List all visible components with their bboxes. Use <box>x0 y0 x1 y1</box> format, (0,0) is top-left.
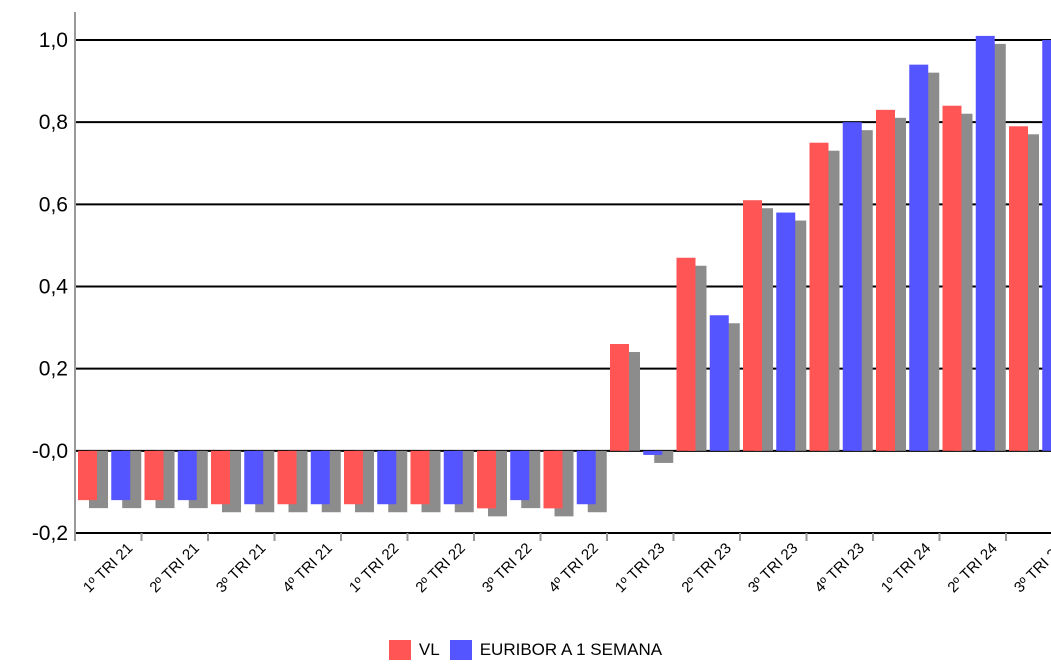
y-tick-label: 0,4 <box>39 276 69 299</box>
legend-item-euribor: EURIBOR A 1 SEMANA <box>449 640 663 660</box>
bar-euribor <box>443 450 463 505</box>
bar-euribor <box>643 450 663 455</box>
x-tick-label: 1º TRI 24 <box>878 540 934 596</box>
bar-vl <box>144 450 164 501</box>
bar-euribor <box>510 450 530 501</box>
bar-euribor <box>909 64 929 451</box>
bar-euribor <box>975 35 995 451</box>
legend-label-euribor: EURIBOR A 1 SEMANA <box>479 640 663 659</box>
legend-item-vl: VL <box>388 640 440 660</box>
bar-euribor <box>576 450 596 505</box>
x-tick-label: 4º TRI 22 <box>545 540 601 596</box>
x-tick-label: 4º TRI 21 <box>279 540 335 596</box>
bar-vl <box>610 344 629 451</box>
bar-euribor <box>177 450 197 501</box>
legend-swatch-vl <box>388 640 411 660</box>
bar-vl <box>410 450 430 505</box>
x-tick-label: 2º TRI 22 <box>412 540 468 596</box>
y-tick-label: 0,6 <box>39 193 68 216</box>
x-tick-label: 2º TRI 23 <box>678 540 734 596</box>
x-tick-label: 1º TRI 23 <box>612 540 668 596</box>
bars <box>78 35 1051 509</box>
legend-swatch-euribor <box>449 640 472 660</box>
bar-vl <box>211 450 230 505</box>
x-tick-label: 3º TRI 21 <box>213 540 269 596</box>
bar-shadows <box>89 43 1039 517</box>
bar-euribor <box>842 122 862 451</box>
bar-vl <box>277 450 297 505</box>
bar-euribor <box>776 212 796 451</box>
x-tick-label: 1º TRI 21 <box>80 540 136 596</box>
legend: VL EURIBOR A 1 SEMANA <box>0 640 1051 660</box>
bar-vl <box>942 105 962 451</box>
x-tick-label: 3º TRI 22 <box>479 540 535 596</box>
bar-vl <box>543 450 563 509</box>
bar-vl <box>876 109 895 451</box>
x-tick-label: 3º TRI 24 <box>1011 540 1051 596</box>
bar-vl <box>344 450 363 505</box>
legend-label-vl: VL <box>418 640 440 659</box>
bar-euribor <box>310 450 330 505</box>
y-tick-label: -0,2 <box>32 522 68 545</box>
x-tick-label: 2º TRI 24 <box>944 540 1000 596</box>
y-tick-label: 1,0 <box>39 29 68 52</box>
y-tick-label: 0,8 <box>39 111 68 134</box>
bar-euribor <box>111 450 131 501</box>
y-tick-label: -0,0 <box>32 440 68 463</box>
bar-vl <box>78 450 97 501</box>
bar-euribor <box>244 450 264 505</box>
bar-euribor <box>377 450 397 505</box>
bar-vl <box>676 257 696 451</box>
bar-euribor <box>709 315 729 451</box>
x-tick-label: 1º TRI 22 <box>346 540 402 596</box>
bar-vl <box>809 142 829 451</box>
x-tick-label: 4º TRI 23 <box>811 540 867 596</box>
x-tick-label: 3º TRI 23 <box>745 540 801 596</box>
x-tick-label: 2º TRI 21 <box>146 540 202 596</box>
y-tick-label: 0,2 <box>39 358 68 381</box>
bar-vl <box>1009 126 1028 451</box>
bar-euribor <box>1042 40 1051 451</box>
bar-vl <box>477 450 496 509</box>
bar-chart: -0,2-0,00,20,40,60,81,01º TRI 21 2º TRI 2… <box>32 12 1051 596</box>
bar-vl <box>743 200 762 451</box>
